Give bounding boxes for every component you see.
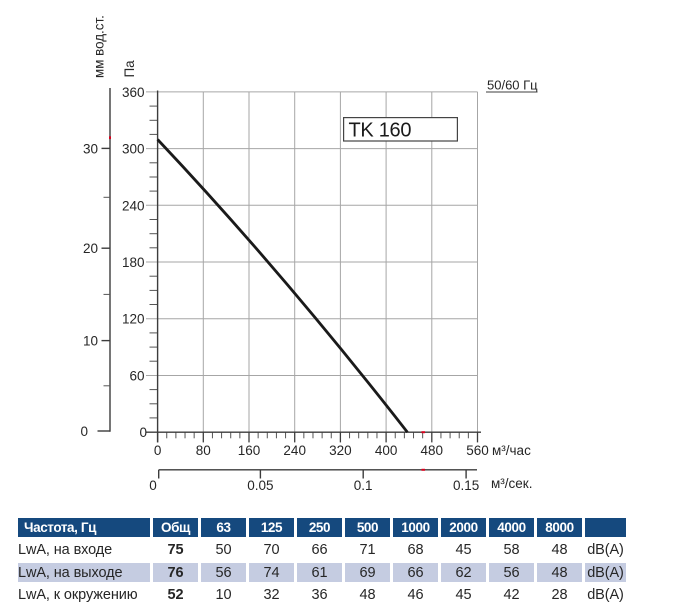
svg-text:80: 80 [196, 443, 211, 458]
svg-text:10: 10 [83, 334, 98, 349]
svg-text:300: 300 [122, 142, 145, 157]
svg-text:м³/час: м³/час [492, 443, 531, 458]
svg-text:320: 320 [329, 443, 352, 458]
svg-text:560: 560 [466, 443, 489, 458]
svg-text:20: 20 [83, 241, 98, 256]
svg-text:180: 180 [122, 255, 145, 270]
svg-text:Па: Па [122, 60, 137, 78]
svg-text:0: 0 [149, 478, 157, 493]
svg-text:360: 360 [122, 85, 145, 100]
svg-text:400: 400 [375, 443, 398, 458]
svg-text:60: 60 [129, 369, 144, 384]
svg-text:м³/сек.: м³/сек. [491, 476, 532, 491]
svg-text:0.05: 0.05 [247, 478, 273, 493]
svg-text:120: 120 [122, 312, 145, 327]
svg-text:240: 240 [283, 443, 306, 458]
svg-text:30: 30 [83, 141, 98, 156]
svg-text:мм вод.ст.: мм вод.ст. [92, 15, 107, 78]
svg-text:0.15: 0.15 [453, 478, 479, 493]
svg-text:TK 160: TK 160 [349, 120, 412, 142]
svg-text:240: 240 [122, 198, 145, 213]
svg-text:50/60 Гц: 50/60 Гц [487, 78, 538, 93]
svg-text:160: 160 [238, 443, 261, 458]
svg-text:0.1: 0.1 [354, 478, 373, 493]
svg-text:0: 0 [154, 443, 162, 458]
svg-text:0: 0 [80, 424, 88, 439]
svg-text:480: 480 [421, 443, 444, 458]
svg-text:0: 0 [139, 425, 147, 440]
